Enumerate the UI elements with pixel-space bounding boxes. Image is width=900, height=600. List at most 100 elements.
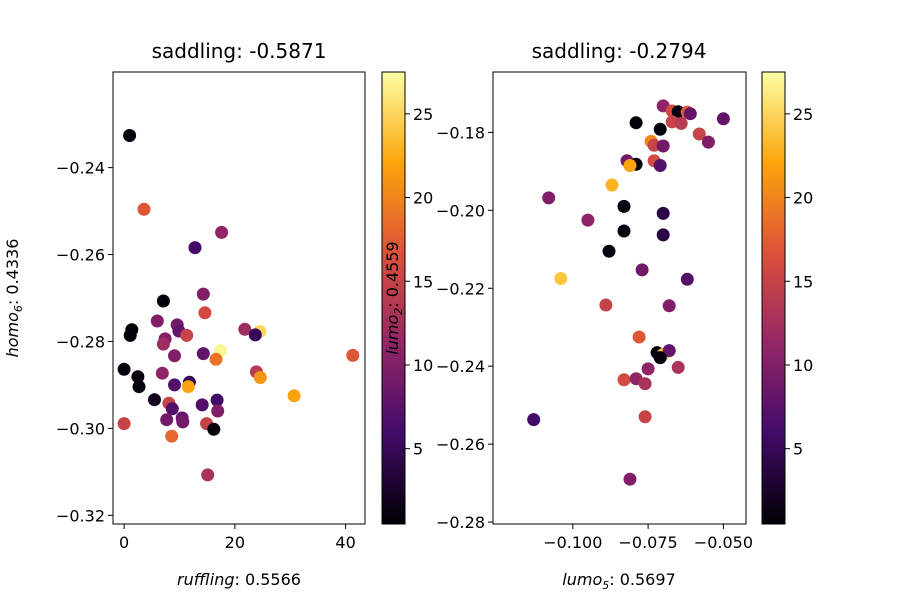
chart-2-x-ticks: −0.100 −0.075 −0.050 [543, 524, 753, 552]
chart-1-point-0 [123, 129, 137, 142]
chart-1-point-45 [165, 429, 179, 443]
chart-1-point-41 [176, 415, 190, 429]
chart-1: saddling: -0.5871 0 20 40 −0.32−0.30−0.28−… [3, 39, 433, 589]
chart-2-y-tick-label: −0.28 [436, 513, 485, 532]
chart-1-point-42 [117, 417, 131, 431]
chart-2-point-22 [617, 199, 631, 213]
chart-1-y-ticks: −0.32 −0.30 −0.28 −0.26 −0.24 [56, 159, 113, 525]
chart-1-point-19 [196, 347, 210, 361]
chart-2-colorbar-tick-label: 25 [793, 105, 813, 124]
chart-1-y-tick-label: −0.24 [56, 159, 105, 178]
chart-2-point-30 [680, 272, 694, 286]
chart-2-point-23 [656, 206, 670, 220]
chart-2-point-45 [623, 472, 637, 486]
chart-2-colorbar [761, 71, 786, 525]
chart-1-point-44 [207, 422, 221, 436]
chart-2-y-ticks: −0.28 −0.26 −0.24 −0.22 −0.20 −0.18 [436, 123, 493, 532]
chart-1-point-26 [253, 371, 267, 384]
chart-1-point-6 [198, 306, 212, 320]
chart-2-title: saddling: -0.2794 [532, 39, 707, 63]
chart-2-x-label: lumo5: 0.5697 [562, 570, 675, 592]
chart-1-colorbar-tick-label: 5 [413, 440, 423, 459]
chart-2-y-tick-label: −0.22 [436, 279, 485, 298]
chart-2-point-5 [716, 112, 730, 126]
chart-1-point-17 [156, 337, 170, 351]
chart-2-plot-frame [492, 71, 747, 525]
chart-1-point-35 [195, 398, 209, 412]
chart-1-y-tick-label: −0.26 [56, 246, 105, 265]
chart-1-point-5 [196, 287, 210, 301]
chart-1-point-37 [211, 404, 225, 418]
chart-2-colorbar-ticks: 5 10 15 20 25 [785, 105, 813, 459]
chart-2-point-28 [635, 263, 649, 277]
chart-1-point-24 [155, 366, 169, 380]
chart-2-point-2 [671, 105, 685, 119]
chart-2-point-37 [653, 351, 667, 365]
chart-1-y-tick-label: −0.28 [56, 332, 105, 351]
chart-2-x-tick-label: −0.075 [619, 533, 678, 552]
chart-2: saddling: -0.2794 −0.100 −0.075 −0.050 −0.… [383, 39, 813, 592]
chart-1-plot-frame [112, 71, 366, 525]
chart-1-point-3 [188, 241, 202, 255]
chart-1-point-36 [165, 402, 179, 416]
chart-2-y-label: lumo2: 0.4559 [383, 241, 405, 354]
chart-1-point-15 [248, 328, 262, 342]
chart-1-point-2 [215, 225, 229, 239]
chart-1-y-tick-label: −0.32 [56, 506, 105, 525]
chart-1-point-31 [181, 380, 195, 394]
chart-2-point-14 [701, 135, 715, 149]
chart-2-point-43 [527, 413, 541, 427]
chart-2-point-33 [632, 330, 646, 344]
chart-2-point-39 [671, 360, 685, 374]
chart-1-points [117, 129, 360, 482]
chart-1-point-32 [148, 393, 161, 407]
chart-2-points [527, 99, 730, 486]
chart-1-point-27 [131, 370, 145, 384]
chart-2-point-44 [638, 410, 652, 424]
chart-2-colorbar-tick-label: 20 [793, 189, 813, 208]
chart-2-y-tick-label: −0.20 [436, 201, 485, 220]
chart-2-point-29 [554, 272, 568, 285]
chart-1-x-tick-label: 20 [225, 533, 245, 552]
chart-1-point-13 [123, 328, 137, 342]
chart-1-colorbar-ticks: 5 10 15 20 25 [405, 105, 433, 459]
chart-1-point-20 [168, 349, 181, 363]
chart-1-point-29 [168, 378, 181, 392]
chart-1-x-tick-label: 0 [119, 533, 129, 552]
chart-2-point-38 [641, 362, 655, 376]
chart-2-point-36 [662, 344, 676, 358]
chart-1-point-33 [210, 393, 224, 407]
chart-1-point-4 [156, 294, 170, 308]
chart-2-point-32 [662, 299, 676, 313]
chart-1-colorbar-tick-label: 25 [413, 105, 433, 124]
chart-2-point-20 [605, 178, 619, 192]
chart-1-point-23 [117, 362, 131, 376]
chart-1-colorbar-tick-label: 15 [413, 272, 433, 291]
chart-2-y-tick-label: −0.24 [436, 357, 485, 376]
chart-1-point-14 [180, 328, 194, 342]
chart-2-point-13 [656, 139, 670, 153]
chart-2-point-27 [602, 244, 616, 258]
chart-1-y-label: homo6: 0.4336 [3, 239, 25, 358]
chart-2-colorbar-tick-label: 5 [793, 440, 803, 459]
chart-2-y-tick-label: −0.26 [436, 435, 485, 454]
chart-2-x-tick-label: −0.100 [543, 533, 602, 552]
chart-1-colorbar-tick-label: 10 [413, 356, 433, 375]
chart-1-x-ticks: 0 20 40 [119, 524, 356, 552]
chart-1-point-7 [150, 314, 164, 328]
chart-2-colorbar-tick-label: 10 [793, 356, 813, 375]
chart-2-point-4 [683, 107, 697, 121]
chart-2-point-10 [692, 127, 706, 141]
chart-1-point-11 [238, 322, 252, 336]
chart-1-point-1 [137, 202, 151, 216]
chart-1-colorbar-tick-label: 20 [413, 189, 433, 208]
chart-2-colorbar-tick-label: 15 [793, 272, 813, 291]
chart-1-x-tick-label: 40 [335, 533, 355, 552]
chart-2-x-tick-label: −0.050 [694, 533, 753, 552]
chart-1-point-46 [201, 468, 215, 482]
chart-1-point-21 [209, 352, 223, 366]
chart-2-point-17 [623, 159, 637, 172]
chart-1-point-28 [132, 380, 146, 394]
chart-2-point-40 [617, 373, 631, 387]
